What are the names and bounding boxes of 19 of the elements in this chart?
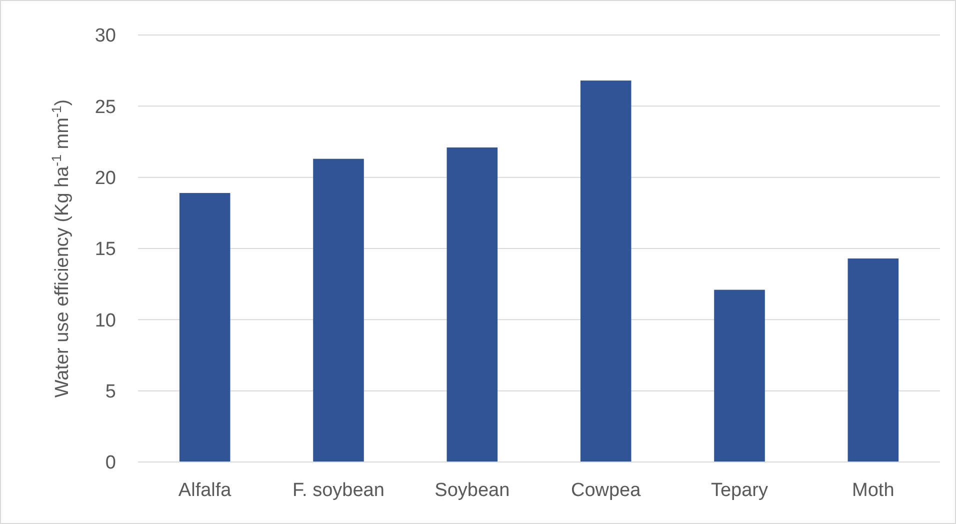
bar — [179, 192, 230, 462]
x-tick-label: Cowpea — [570, 480, 642, 501]
x-tick-label: Moth — [852, 480, 894, 501]
y-tick-label: 20 — [94, 168, 116, 189]
y-tick-label: 30 — [94, 26, 116, 47]
x-tick-label: Soybean — [434, 480, 510, 501]
y-tick-label: 10 — [94, 310, 116, 332]
y-tick-label: 0 — [105, 452, 116, 474]
x-tick-label: F. soybean — [292, 480, 384, 501]
y-tick-label: 25 — [94, 96, 116, 118]
bar — [580, 80, 632, 462]
x-tick-label: Alfalfa — [178, 480, 232, 501]
y-tick-label: 15 — [94, 239, 116, 260]
bar — [714, 290, 765, 462]
bar — [446, 147, 498, 462]
x-tick-label: Tepary — [710, 480, 769, 501]
y-tick-label: 5 — [105, 381, 116, 402]
bar — [848, 258, 899, 462]
bar — [313, 158, 364, 462]
